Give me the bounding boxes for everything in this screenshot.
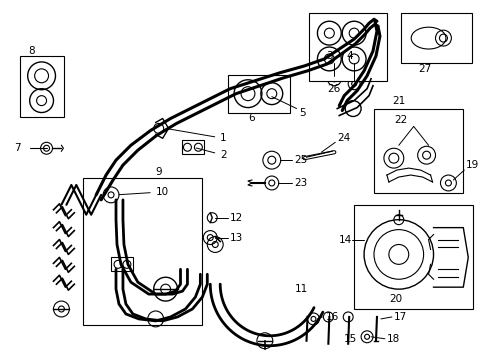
Bar [20,56,64,117]
Text: 5: 5 [299,108,306,117]
Text: 9: 9 [156,167,162,177]
Text: 18: 18 [387,334,400,344]
Bar [83,178,202,325]
Circle shape [269,180,275,186]
Text: 24: 24 [337,133,350,143]
Circle shape [268,156,276,164]
Text: 12: 12 [230,213,244,223]
Text: 25: 25 [294,155,308,165]
Text: 20: 20 [389,294,402,304]
Text: 2: 2 [196,148,227,160]
Bar [374,109,464,193]
Text: 1: 1 [169,129,227,143]
Text: 27: 27 [418,64,432,74]
Text: 22: 22 [394,116,407,126]
Text: 26: 26 [327,84,341,94]
Text: 21: 21 [392,96,405,105]
Text: 11: 11 [294,284,308,294]
Bar [401,13,472,63]
Text: 16: 16 [325,312,339,322]
Bar [354,205,473,309]
Circle shape [207,235,213,240]
Text: 19: 19 [466,160,480,170]
Bar [228,75,290,113]
Text: 15: 15 [344,334,358,344]
Text: 14: 14 [339,234,352,244]
Bar [182,140,204,154]
Text: 3: 3 [326,51,333,61]
Bar [310,13,387,81]
Circle shape [108,192,114,198]
Text: 7: 7 [14,143,21,153]
Text: 10: 10 [119,187,169,197]
Text: 13: 13 [230,233,244,243]
Circle shape [44,145,49,151]
Text: 23: 23 [294,178,308,188]
Text: 4: 4 [346,51,353,61]
Text: 17: 17 [394,312,407,322]
Text: 8: 8 [28,46,35,56]
Bar [111,257,133,271]
Circle shape [352,81,357,86]
Text: 6: 6 [248,113,255,123]
Circle shape [331,76,337,82]
